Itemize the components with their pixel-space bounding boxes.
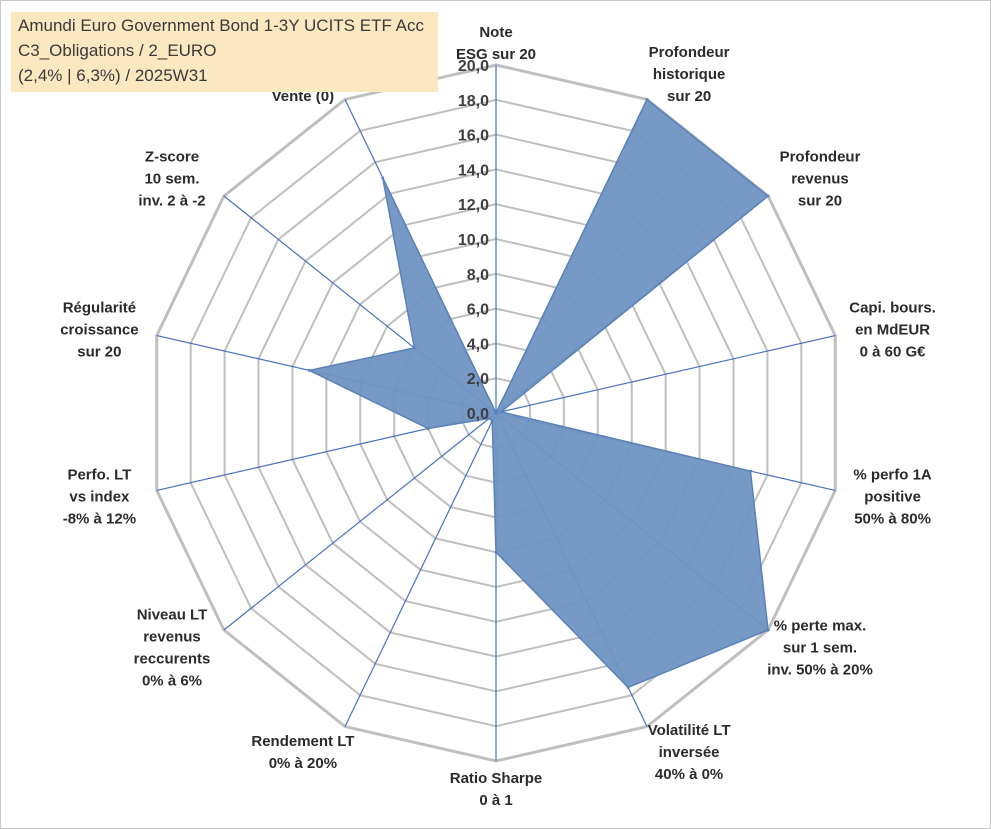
spoke-line	[495, 334, 836, 414]
axis-label: % perfo 1A positive 50% à 80%	[853, 467, 932, 528]
radar-series	[307, 97, 770, 689]
series-point	[626, 685, 630, 689]
axis-label-line: Régularité	[63, 299, 136, 316]
series-point	[487, 416, 491, 420]
axis-label-line: Niveau LT	[137, 606, 208, 623]
series-point	[426, 426, 430, 430]
series-point	[499, 410, 503, 414]
axis-label-line: inv. 2 à -2	[138, 193, 205, 210]
axis-labels: Note ESG sur 20 Profondeur historique sur 20…	[60, 24, 936, 809]
axis-label: Capi. bours. en MdEUR 0 à 60 G€	[849, 299, 936, 360]
series-point	[494, 411, 498, 415]
axis-label-line: historique	[653, 66, 726, 83]
axis-label-line: 0% à 20%	[269, 755, 337, 772]
axis-label-line: Note	[479, 24, 512, 41]
axis-label-line: vs index	[69, 489, 130, 506]
axis-label-line: sur 20	[798, 193, 842, 210]
axis-label-line: en MdEUR	[855, 321, 930, 338]
series-point	[307, 368, 311, 372]
axis-label-line: Profondeur	[649, 44, 730, 61]
spoke-line	[223, 412, 497, 631]
axis-label-line: 0 à 60 G€	[860, 343, 927, 360]
axis-label-line: sur 1 sem.	[783, 639, 857, 656]
axis-label-line: inv. 50% à 20%	[767, 661, 873, 678]
chart-title-box: Amundi Euro Government Bond 1-3Y UCITS E…	[11, 12, 438, 92]
axis-label-line: Capi. bours.	[849, 299, 936, 316]
axis-label-line: croissance	[60, 321, 138, 338]
axis-label-line: Profondeur	[780, 149, 861, 166]
axis-label-line: positive	[864, 489, 921, 506]
axis-label-line: % perfo 1A	[853, 467, 932, 484]
axis-label-line: Ratio Sharpe	[450, 770, 543, 787]
series-point	[381, 176, 385, 180]
axis-label-line: revenus	[791, 171, 849, 188]
axis-label-line: inversée	[659, 744, 720, 761]
axis-label-line: 10 sem.	[144, 171, 199, 188]
axis-label-line: 50% à 80%	[854, 511, 931, 528]
series-point	[494, 550, 498, 554]
series-point	[412, 346, 416, 350]
axis-label: Profondeur historique sur 20	[649, 44, 730, 105]
axis-label-line: -8% à 12%	[63, 511, 136, 528]
axis-label: % perte max. sur 1 sem. inv. 50% à 20%	[767, 617, 873, 678]
series-point	[748, 469, 752, 473]
axis-label: Perfo. LT vs index -8% à 12%	[63, 467, 136, 528]
tick-label: 2,0	[467, 371, 489, 388]
tick-label: 20,0	[458, 58, 489, 75]
axis-label: Volatilité LT inversée 40% à 0%	[648, 722, 731, 783]
axis-label-line: ESG sur 20	[456, 46, 536, 63]
axis-label-line: Perfo. LT	[67, 467, 131, 484]
axis-label-line: sur 20	[77, 343, 121, 360]
axis-label-line: Rendement LT	[251, 733, 354, 750]
tick-label: 12,0	[458, 197, 489, 214]
tick-label: 10,0	[458, 232, 489, 249]
axis-label: Profondeur revenus sur 20	[780, 149, 861, 210]
axis-label-line: % perte max.	[774, 617, 867, 634]
series-point	[490, 419, 494, 423]
title-line-fund-name: Amundi Euro Government Bond 1-3Y UCITS E…	[18, 16, 424, 35]
axis-label-line: 0% à 6%	[142, 672, 202, 689]
title-line-category: C3_Obligations / 2_EURO	[18, 41, 217, 60]
radial-tick-labels: 0,0 2,0 4,0 6,0 8,0 10,0 12,0 14,0 16,0 18,0 20,0	[458, 58, 489, 423]
axis-label: Z-score 10 sem. inv. 2 à -2	[138, 149, 205, 210]
axis-label-line: Volatilité LT	[648, 722, 731, 739]
axis-label-line: sur 20	[667, 88, 711, 105]
axis-label-line: 0 à 1	[479, 792, 512, 809]
tick-label: 16,0	[458, 128, 489, 145]
series-point	[766, 628, 770, 632]
axis-label-line: reccurents	[134, 650, 211, 667]
axis-label: Niveau LT revenus reccurents 0% à 6%	[134, 606, 211, 689]
axis-label: Rendement LT 0% à 20%	[251, 733, 354, 772]
axis-label-line: revenus	[143, 628, 201, 645]
tick-label: 4,0	[467, 336, 489, 353]
series-point	[645, 97, 649, 101]
tick-label: 0,0	[467, 406, 489, 423]
title-line-stats: (2,4% | 6,3%) / 2025W31	[18, 66, 208, 85]
axis-label: Régularité croissance sur 20	[60, 299, 138, 360]
axis-label-line: Z-score	[145, 149, 199, 166]
axis-label-line: Vente (0)	[272, 88, 335, 105]
spoke-line	[344, 412, 497, 727]
axis-label-line: 40% à 0%	[655, 766, 723, 783]
axis-label: Ratio Sharpe 0 à 1	[450, 770, 543, 809]
series-point	[766, 194, 770, 198]
tick-label: 6,0	[467, 302, 489, 319]
axis-label: Note ESG sur 20	[456, 24, 536, 63]
tick-label: 8,0	[467, 267, 489, 284]
tick-label: 18,0	[458, 93, 489, 110]
tick-label: 14,0	[458, 162, 489, 179]
